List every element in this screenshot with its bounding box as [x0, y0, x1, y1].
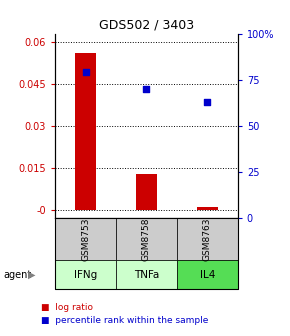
Text: IFNg: IFNg: [74, 270, 97, 280]
Bar: [136, 174, 157, 210]
Text: ■  percentile rank within the sample: ■ percentile rank within the sample: [41, 317, 208, 325]
Title: GDS502 / 3403: GDS502 / 3403: [99, 18, 194, 31]
Text: agent: agent: [3, 270, 31, 280]
Bar: [197, 207, 218, 210]
Text: ■  log ratio: ■ log ratio: [41, 303, 93, 312]
Text: TNFa: TNFa: [134, 270, 159, 280]
Bar: [75, 53, 96, 210]
Point: [205, 99, 210, 105]
Text: GSM8763: GSM8763: [203, 218, 212, 261]
Point: [83, 70, 88, 75]
Text: ▶: ▶: [28, 270, 35, 280]
Text: GSM8753: GSM8753: [81, 218, 90, 261]
Text: IL4: IL4: [200, 270, 215, 280]
Point: [144, 86, 149, 92]
Text: GSM8758: GSM8758: [142, 218, 151, 261]
